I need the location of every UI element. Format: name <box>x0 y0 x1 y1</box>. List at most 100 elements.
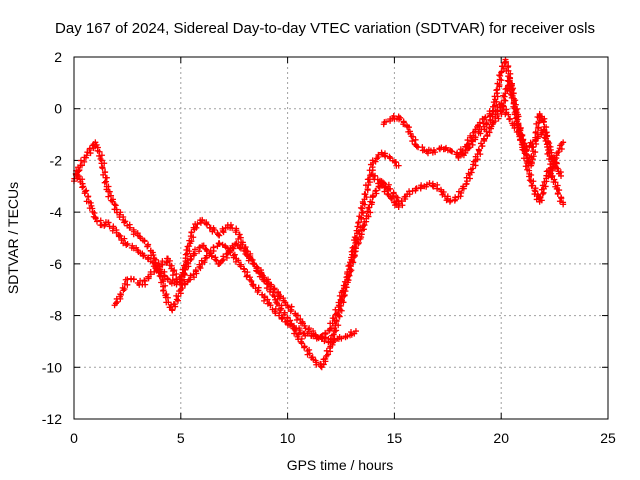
data-point-marker <box>355 239 362 246</box>
data-point-marker <box>463 181 470 188</box>
data-point-marker <box>232 229 239 236</box>
data-point-marker <box>236 244 243 251</box>
data-point-marker <box>352 244 359 251</box>
data-point-marker <box>186 237 193 244</box>
data-point-marker <box>201 259 208 266</box>
data-point-marker <box>408 133 415 140</box>
data-point-marker <box>296 327 303 334</box>
data-point-marker <box>226 248 233 255</box>
data-point-marker <box>74 171 81 178</box>
data-point-marker <box>553 160 560 167</box>
data-point-marker <box>367 198 374 205</box>
data-point-marker <box>530 178 537 185</box>
data-point-marker <box>160 272 167 279</box>
x-tick-label: 0 <box>70 430 78 446</box>
data-point-marker <box>549 172 556 179</box>
y-tick-label: 0 <box>54 101 62 117</box>
data-point-marker <box>477 140 484 147</box>
data-point-marker <box>162 282 169 289</box>
data-point-marker <box>157 270 164 277</box>
data-point-marker <box>103 174 110 181</box>
data-point-marker <box>240 265 247 272</box>
data-point-marker <box>183 247 190 254</box>
data-point-marker <box>554 190 561 197</box>
data-point-marker <box>140 253 147 260</box>
data-point-marker <box>123 241 130 248</box>
data-point-marker <box>330 338 337 345</box>
data-point-marker <box>101 160 108 167</box>
data-point-marker <box>124 240 131 247</box>
data-point-marker <box>556 187 563 194</box>
data-point-marker <box>389 195 396 202</box>
data-point-marker <box>312 357 319 364</box>
data-point-marker <box>498 77 505 84</box>
data-point-marker <box>242 250 249 257</box>
data-point-marker <box>536 117 543 124</box>
data-point-marker <box>122 218 129 225</box>
data-point-marker <box>542 183 549 190</box>
data-point-marker <box>287 321 294 328</box>
data-point-marker <box>434 185 441 192</box>
data-point-marker <box>352 328 359 335</box>
series-track-6 <box>455 100 565 179</box>
data-point-marker <box>96 152 103 159</box>
data-point-marker <box>98 152 105 159</box>
data-point-marker <box>348 256 355 263</box>
data-point-marker <box>539 182 546 189</box>
data-point-marker <box>466 140 473 147</box>
y-tick-label: -2 <box>50 152 63 168</box>
data-point-marker <box>423 183 430 190</box>
data-point-marker <box>536 112 543 119</box>
data-point-marker <box>119 284 126 291</box>
data-series <box>71 56 567 371</box>
data-point-marker <box>101 179 108 186</box>
data-point-marker <box>394 194 401 201</box>
data-point-marker <box>322 331 329 338</box>
data-point-marker <box>543 135 550 142</box>
data-point-marker <box>494 80 501 87</box>
data-point-marker <box>548 149 555 156</box>
data-point-marker <box>103 178 110 185</box>
data-point-marker <box>141 238 148 245</box>
data-point-marker <box>261 293 268 300</box>
data-point-marker <box>560 201 567 208</box>
y-tick-label: -6 <box>50 256 63 272</box>
x-tick-label: 10 <box>280 430 296 446</box>
data-point-marker <box>344 279 351 286</box>
data-point-marker <box>354 236 361 243</box>
data-point-marker <box>211 226 218 233</box>
data-point-marker <box>181 280 188 287</box>
data-point-marker <box>365 176 372 183</box>
data-point-marker <box>99 164 106 171</box>
data-point-marker <box>503 85 510 92</box>
data-point-marker <box>301 344 308 351</box>
data-point-marker <box>328 325 335 332</box>
data-point-marker <box>270 285 277 292</box>
data-point-marker <box>144 243 151 250</box>
data-point-marker <box>85 193 92 200</box>
data-point-marker <box>508 87 515 94</box>
data-point-marker <box>337 296 344 303</box>
data-point-marker <box>476 147 483 154</box>
data-point-marker <box>121 235 128 242</box>
data-point-marker <box>540 126 547 133</box>
data-point-marker <box>216 260 223 267</box>
data-point-marker <box>87 199 94 206</box>
data-point-marker <box>194 221 201 228</box>
data-point-marker <box>321 338 328 345</box>
data-point-marker <box>112 300 119 307</box>
data-point-marker <box>144 255 151 262</box>
data-point-marker <box>140 252 147 259</box>
data-point-marker <box>247 253 254 260</box>
data-point-marker <box>353 227 360 234</box>
data-point-marker <box>279 314 286 321</box>
data-point-marker <box>171 267 178 274</box>
data-point-marker <box>348 329 355 336</box>
data-point-marker <box>477 151 484 158</box>
data-point-marker <box>280 297 287 304</box>
data-point-marker <box>187 272 194 279</box>
data-point-marker <box>395 162 402 169</box>
data-point-marker <box>151 255 158 262</box>
data-point-marker <box>235 257 242 264</box>
x-tick-label: 20 <box>493 430 509 446</box>
